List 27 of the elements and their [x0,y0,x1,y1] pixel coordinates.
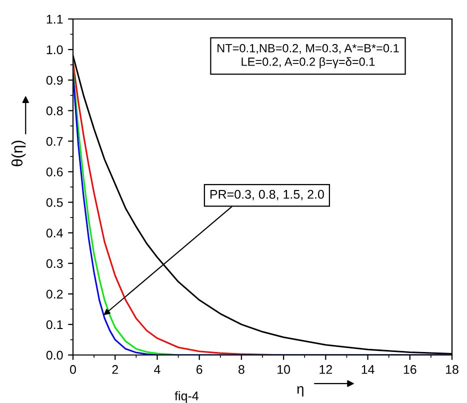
y-tick-label: 0.4 [46,228,63,238]
y-tick-label: 0.3 [46,259,63,268]
x-tick-label: 6 [196,365,202,374]
y-tick-label: 0.6 [46,168,63,176]
y-tick-label: 0.2 [46,290,63,299]
x-tick-label: 2 [112,365,118,374]
y-tick-label: 1.1 [46,14,63,24]
x-tick-label: 12 [320,365,332,374]
x-tick-label: 0 [70,365,76,374]
y-tick-label: 0.7 [46,136,63,146]
x-tick-label: 8 [238,365,244,374]
y-axis-title: θ(η) [11,140,26,166]
x-axis-title: η [297,386,304,396]
y-tick-label: 0.9 [46,76,63,85]
x-tick-label: 4 [154,365,160,374]
x-tick-label: 14 [362,365,374,374]
x-tick-label: 18 [446,365,458,374]
x-tick-label: 16 [404,365,416,374]
y-tick-label: 1.0 [46,45,63,54]
y-tick-label: 0.8 [46,106,63,116]
y-tick-label: 0.5 [46,198,63,207]
text: fiq-4 [174,391,198,403]
y-tick-label: 0.1 [46,320,63,330]
annotation: PR=0.3, 0.8, 1.5, 2.0 [210,190,324,200]
x-tick-label: 10 [278,365,290,374]
y-tick-label: 0.0 [46,350,63,360]
annotation: NT=0.1,NB=0.2, M=0.3, A*=B*=0.1 LE=0.2, A=0.2 β=γ=δ=0.1 [218,44,399,68]
